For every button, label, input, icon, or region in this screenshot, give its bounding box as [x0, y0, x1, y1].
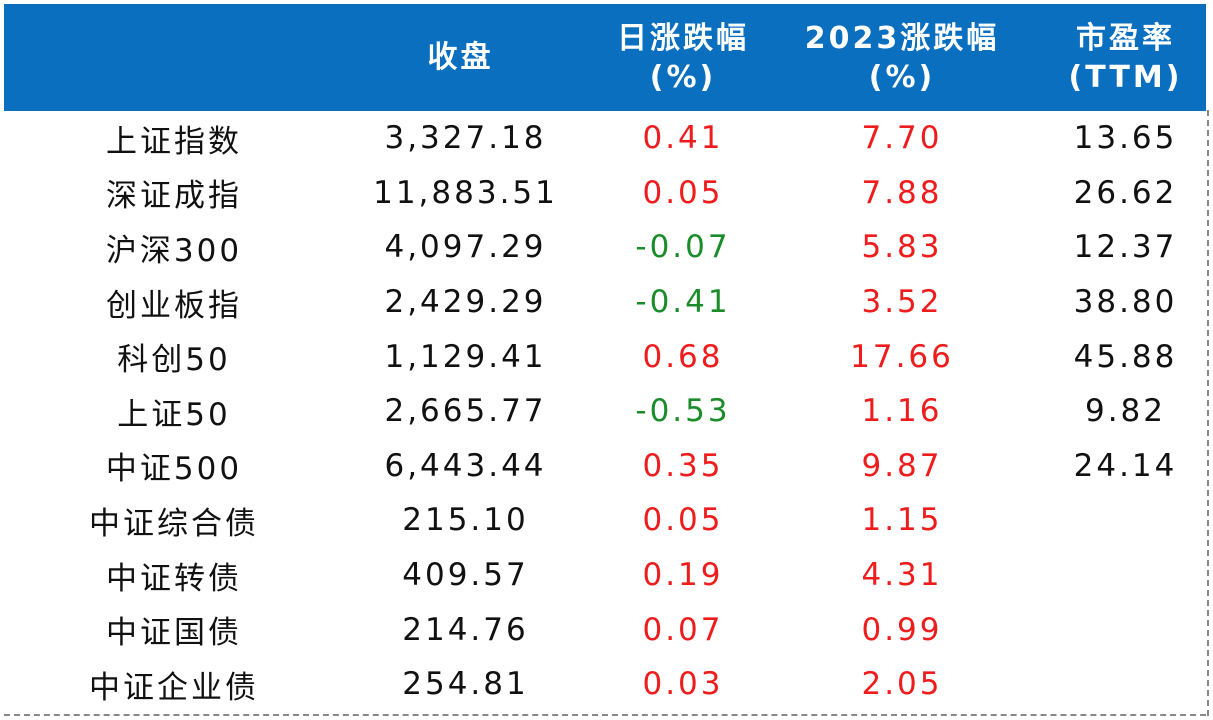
close-value-cell: 3,327.18 — [384, 120, 547, 157]
ytd-change-cell: 1.16 — [861, 393, 943, 430]
index-name-cell: 中证转债 — [106, 560, 242, 597]
index-name-cell: 深证成指 — [106, 178, 242, 215]
table-row: 中证国债 214.76 0.07 0.99 — [4, 602, 1206, 657]
table-row: 中证综合债 215.10 0.05 1.15 — [4, 493, 1206, 548]
header-ytd-change: 2023涨跌幅 (%) — [789, 4, 1015, 111]
close-value-cell: 214.76 — [402, 611, 529, 648]
close-value-cell: 409.57 — [402, 557, 529, 594]
header-daily-line1: 日涨跌幅 — [617, 20, 749, 56]
pe-ratio-cell: 9.82 — [1084, 393, 1167, 430]
close-value-cell: 11,883.51 — [373, 174, 558, 211]
table-row: 深证成指 11,883.51 0.05 7.88 26.62 — [4, 166, 1206, 221]
header-daily-line2: (%) — [649, 59, 717, 95]
pe-ratio-cell: 24.14 — [1073, 447, 1178, 484]
ytd-change-cell: 1.15 — [861, 502, 943, 539]
daily-change-cell: 0.19 — [642, 557, 724, 594]
dashed-bottom-border — [4, 714, 1206, 716]
index-name-cell: 中证企业债 — [89, 669, 259, 706]
pe-ratio-cell: 12.37 — [1073, 229, 1178, 266]
close-value-cell: 4,097.29 — [384, 229, 547, 266]
daily-change-cell: -0.53 — [635, 393, 731, 430]
index-name-cell: 中证综合债 — [89, 505, 259, 542]
daily-change-cell: 0.07 — [642, 611, 724, 648]
table-row: 中证500 6,443.44 0.35 9.87 24.14 — [4, 439, 1206, 494]
table-row: 中证企业债 254.81 0.03 2.05 — [4, 657, 1206, 712]
index-name-cell: 上证指数 — [106, 123, 242, 160]
close-value-cell: 215.10 — [402, 502, 529, 539]
pe-ratio-cell — [1015, 657, 1206, 712]
index-quote-table: 收盘 日涨跌幅 (%) 2023涨跌幅 (%) 市盈率 (TTM) 上证指数 3,… — [4, 4, 1206, 712]
header-pe-line1: 市盈率 — [1076, 20, 1175, 56]
ytd-change-cell: 0.99 — [861, 611, 943, 648]
pe-ratio-cell: 26.62 — [1073, 174, 1178, 211]
ytd-change-cell: 7.70 — [861, 120, 943, 157]
index-name-cell: 中证国债 — [106, 615, 242, 652]
daily-change-cell: 0.68 — [642, 338, 724, 375]
index-name-cell: 创业板指 — [106, 287, 242, 324]
index-name-cell: 中证500 — [105, 451, 243, 488]
daily-change-cell: 0.03 — [642, 666, 724, 703]
dashed-right-border — [1207, 110, 1209, 716]
daily-change-cell: 0.05 — [642, 174, 724, 211]
pe-ratio-cell: 13.65 — [1073, 120, 1178, 157]
close-value-cell: 2,429.29 — [384, 284, 547, 321]
daily-change-cell: 0.05 — [642, 502, 724, 539]
daily-change-cell: 0.41 — [642, 120, 724, 157]
daily-change-cell: -0.41 — [635, 284, 731, 321]
daily-change-cell: -0.07 — [635, 229, 731, 266]
header-ytd-line2: (%) — [868, 59, 936, 95]
header-name — [4, 4, 344, 111]
ytd-change-cell: 2.05 — [861, 666, 943, 703]
header-pe-line2: (TTM) — [1068, 59, 1183, 95]
close-value-cell: 254.81 — [402, 666, 529, 703]
table-row: 中证转债 409.57 0.19 4.31 — [4, 548, 1206, 603]
pe-ratio-cell — [1015, 548, 1206, 603]
table-body: 上证指数 3,327.18 0.41 7.70 13.65 深证成指 11,883.51 0.… — [4, 111, 1206, 712]
ytd-change-cell: 3.52 — [861, 284, 943, 321]
close-value-cell: 6,443.44 — [384, 447, 547, 484]
daily-change-cell: 0.35 — [642, 447, 724, 484]
ytd-change-cell: 4.31 — [861, 557, 943, 594]
header-pe: 市盈率 (TTM) — [1015, 4, 1206, 111]
pe-ratio-cell: 38.80 — [1073, 284, 1178, 321]
index-name-cell: 沪深300 — [105, 232, 243, 269]
header-close: 收盘 — [344, 4, 577, 111]
close-value-cell: 2,665.77 — [384, 393, 547, 430]
ytd-change-cell: 5.83 — [861, 229, 943, 266]
ytd-change-cell: 9.87 — [861, 447, 943, 484]
pe-ratio-cell: 45.88 — [1073, 338, 1178, 375]
ytd-change-cell: 7.88 — [861, 174, 943, 211]
header-close-label: 收盘 — [427, 40, 494, 75]
table-row: 沪深300 4,097.29 -0.07 5.83 12.37 — [4, 220, 1206, 275]
pe-ratio-cell — [1015, 602, 1206, 657]
pe-ratio-cell — [1015, 493, 1206, 548]
close-value-cell: 1,129.41 — [384, 338, 547, 375]
index-name-cell: 上证50 — [117, 396, 231, 433]
header-daily-change: 日涨跌幅 (%) — [577, 4, 789, 111]
table-row: 上证指数 3,327.18 0.41 7.70 13.65 — [4, 111, 1206, 166]
ytd-change-cell: 17.66 — [850, 338, 954, 375]
table-header-row: 收盘 日涨跌幅 (%) 2023涨跌幅 (%) 市盈率 (TTM) — [4, 4, 1206, 111]
header-ytd-line1: 2023涨跌幅 — [804, 20, 1000, 56]
table-row: 创业板指 2,429.29 -0.41 3.52 38.80 — [4, 275, 1206, 330]
index-name-cell: 科创50 — [117, 342, 231, 379]
table-row: 上证50 2,665.77 -0.53 1.16 9.82 — [4, 384, 1206, 439]
table-row: 科创50 1,129.41 0.68 17.66 45.88 — [4, 329, 1206, 384]
